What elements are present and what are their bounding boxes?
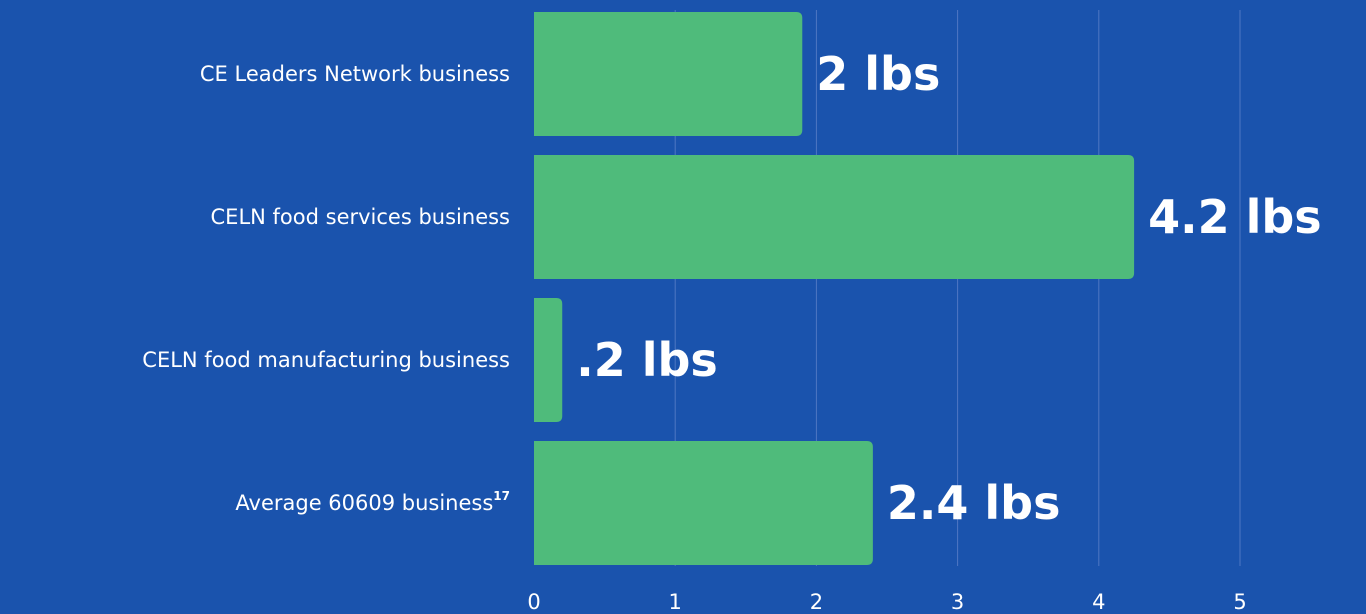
x-tick-label: 2 <box>810 590 823 614</box>
data-label: 4.2 lbs <box>1148 190 1322 244</box>
bar <box>534 441 873 565</box>
footnote-superscript: 17 <box>493 489 510 503</box>
category-label: CELN food manufacturing business <box>142 348 510 372</box>
data-label: 2 lbs <box>816 47 940 101</box>
x-tick-label: 3 <box>951 590 964 614</box>
data-label: .2 lbs <box>576 333 718 387</box>
category-label: Average 60609 business17 <box>235 489 510 515</box>
bar <box>534 298 563 422</box>
x-tick-label: 5 <box>1233 590 1246 614</box>
x-axis-ticks: 0 1 2 3 4 5 <box>527 590 1246 614</box>
x-tick-label: 0 <box>527 590 540 614</box>
category-label: CELN food services business <box>211 205 510 229</box>
data-labels: 2 lbs 4.2 lbs .2 lbs 2.4 lbs <box>576 47 1321 530</box>
category-labels: CE Leaders Network business CELN food ser… <box>142 62 510 515</box>
data-label: 2.4 lbs <box>887 476 1061 530</box>
bar <box>534 12 803 136</box>
bar <box>534 155 1135 279</box>
bars <box>534 12 1135 565</box>
x-tick-label: 1 <box>669 590 682 614</box>
x-tick-label: 4 <box>1092 590 1105 614</box>
category-label: CE Leaders Network business <box>200 62 510 86</box>
